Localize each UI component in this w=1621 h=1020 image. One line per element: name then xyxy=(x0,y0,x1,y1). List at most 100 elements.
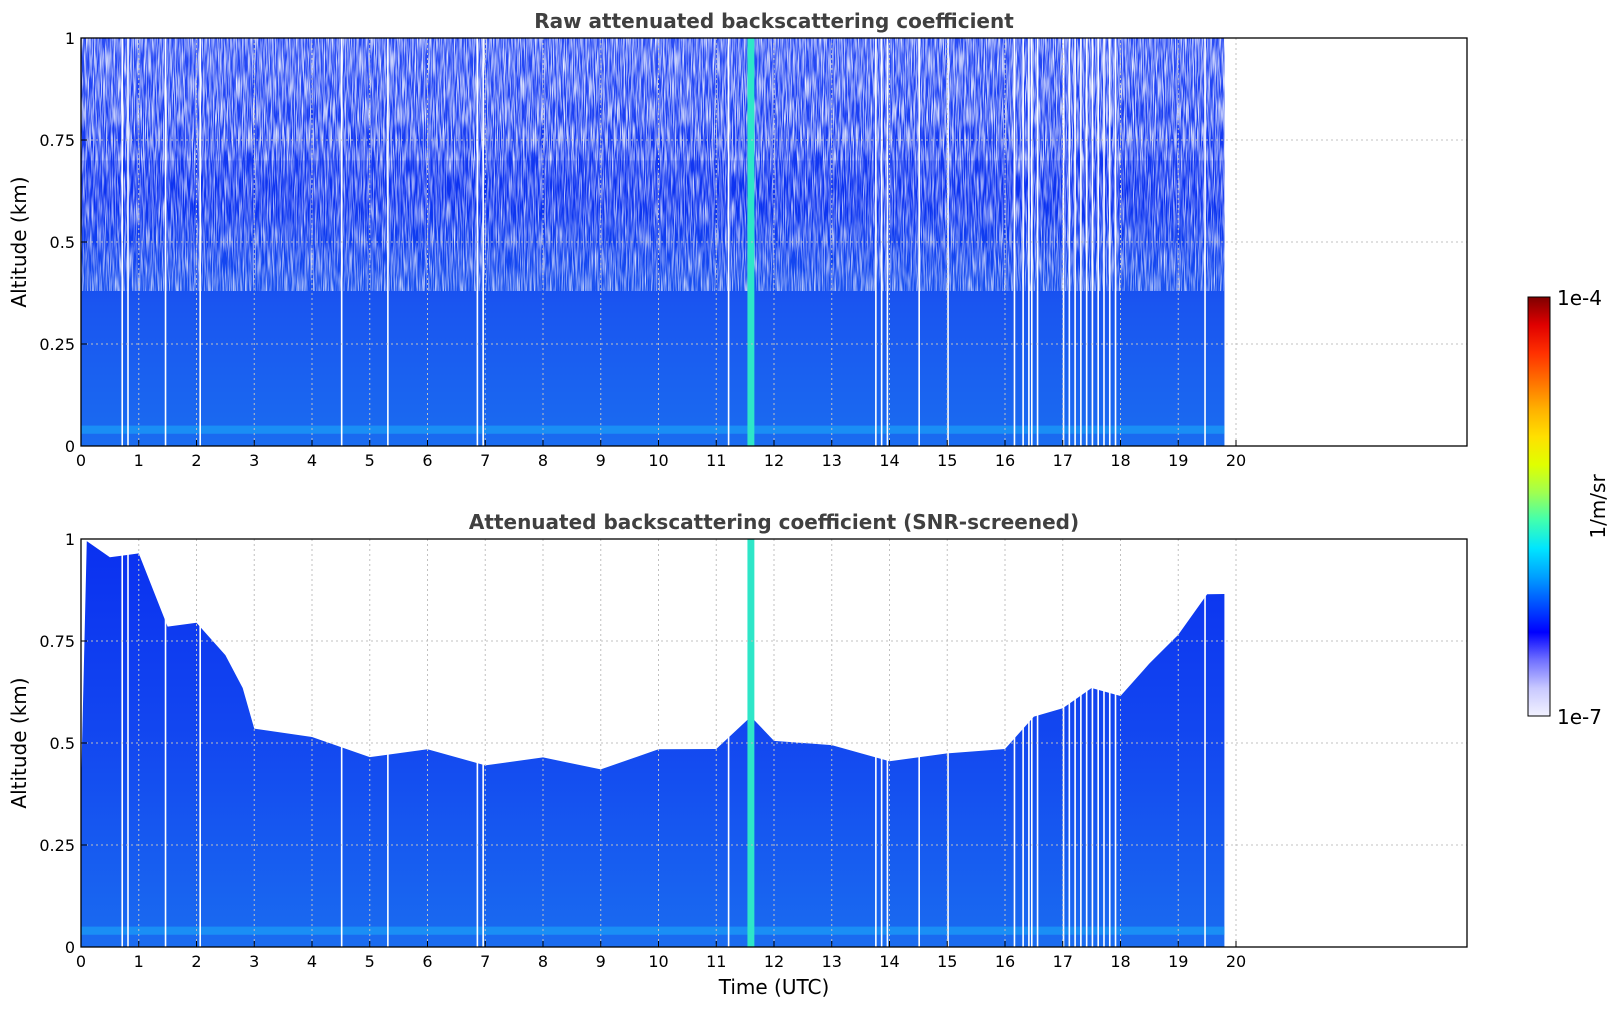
x-tick-label: 1 xyxy=(134,451,144,470)
screened-axes-frame xyxy=(80,538,1468,948)
data-gap-line xyxy=(1062,38,1065,446)
raw-backscatter-panel: Raw attenuated backscattering coefficien… xyxy=(7,9,1468,470)
data-gap-line xyxy=(1204,38,1206,446)
data-gap-line xyxy=(164,539,167,947)
x-tick-label: 13 xyxy=(822,952,842,971)
x-tick-label: 6 xyxy=(422,451,432,470)
data-gap-line xyxy=(199,38,201,446)
data-gap-line xyxy=(1204,539,1206,947)
x-tick-label: 1 xyxy=(134,952,144,971)
x-tick-label: 20 xyxy=(1226,952,1246,971)
data-gap-line xyxy=(164,38,167,446)
data-gap-line xyxy=(727,38,730,446)
data-gap-line xyxy=(918,38,920,446)
data-gap-line xyxy=(1074,539,1076,947)
data-gap-line xyxy=(1103,38,1105,446)
y-tick-label: 1 xyxy=(65,530,75,549)
x-tick-label: 2 xyxy=(191,952,201,971)
x-tick-label: 11 xyxy=(706,952,726,971)
y-tick-label: 0.75 xyxy=(39,632,75,651)
data-gap-line xyxy=(1114,38,1117,446)
data-gap-line xyxy=(1108,539,1111,947)
y-tick-label: 0.25 xyxy=(39,335,75,354)
x-tick-label: 7 xyxy=(480,952,490,971)
x-tick-label: 14 xyxy=(879,952,899,971)
raw-y-axis-label: Altitude (km) xyxy=(7,176,31,307)
data-gap-line xyxy=(1103,539,1105,947)
x-tick-label: 4 xyxy=(307,952,317,971)
x-tick-label: 15 xyxy=(937,952,957,971)
colorbar-unit-label: 1/m/sr xyxy=(1586,474,1610,539)
colorbar-max-label: 1e-4 xyxy=(1557,286,1602,310)
x-tick-label: 20 xyxy=(1226,451,1246,470)
surface-layer xyxy=(81,425,1225,434)
data-gap-line xyxy=(947,38,949,446)
x-tick-label: 10 xyxy=(648,451,668,470)
x-tick-label: 0 xyxy=(76,952,86,971)
raw-axes-frame xyxy=(80,37,1468,447)
x-tick-label: 15 xyxy=(937,451,957,470)
x-tick-label: 17 xyxy=(1053,952,1073,971)
colorbar: 1e-4 1e-7 1/m/sr xyxy=(1527,286,1610,729)
data-gap-line xyxy=(199,539,201,947)
bright-layer-streak xyxy=(747,539,755,947)
x-tick-label: 16 xyxy=(995,952,1015,971)
x-tick-label: 8 xyxy=(538,952,548,971)
surface-layer xyxy=(81,926,1225,935)
x-tick-label: 11 xyxy=(706,451,726,470)
data-gap-line xyxy=(1022,38,1024,446)
x-tick-label: 12 xyxy=(764,451,784,470)
data-gap-line xyxy=(875,38,877,446)
y-tick-label: 1 xyxy=(65,29,75,48)
x-tick-label: 4 xyxy=(307,451,317,470)
data-gap-line xyxy=(482,38,484,446)
raw-panel-title: Raw attenuated backscattering coefficien… xyxy=(534,9,1014,33)
data-gap-line xyxy=(947,539,949,947)
data-gap-line xyxy=(1080,38,1082,446)
x-tick-label: 9 xyxy=(596,451,606,470)
data-gap-line xyxy=(875,539,877,947)
data-gap-line xyxy=(1068,38,1071,446)
colorbar-min-label: 1e-7 xyxy=(1557,705,1602,729)
data-gap-line xyxy=(1097,38,1099,446)
raw-y-ticks: 0 0.25 0.5 0.75 1 xyxy=(39,29,87,456)
data-gap-line xyxy=(1108,38,1111,446)
y-tick-label: 0.5 xyxy=(50,734,75,753)
data-gap-line xyxy=(1022,539,1024,947)
data-gap-line xyxy=(918,539,920,947)
x-tick-label: 10 xyxy=(648,952,668,971)
x-tick-label: 6 xyxy=(422,952,432,971)
screened-x-ticks: 0 1 2 3 4 5 6 7 8 9 10 11 12 13 14 15 16 17 18 19 20 xyxy=(76,941,1246,971)
x-tick-label: 14 xyxy=(879,451,899,470)
x-tick-label: 0 xyxy=(76,451,86,470)
x-tick-label: 5 xyxy=(365,952,375,971)
data-gap-line xyxy=(1080,539,1082,947)
screened-y-ticks: 0 0.25 0.5 0.75 1 xyxy=(39,530,87,957)
y-tick-label: 0.5 xyxy=(50,233,75,252)
heatmap-field xyxy=(81,38,1225,446)
data-gap-line xyxy=(1097,539,1099,947)
x-tick-label: 7 xyxy=(480,451,490,470)
data-gap-line xyxy=(1114,539,1117,947)
y-tick-label: 0.25 xyxy=(39,836,75,855)
screened-panel-title: Attenuated backscattering coefficient (S… xyxy=(469,510,1079,534)
data-gap-line xyxy=(1028,539,1030,947)
raw-x-ticks: 0 1 2 3 4 5 6 7 8 9 10 11 12 13 14 15 16 17 18 19 20 xyxy=(76,440,1246,470)
x-tick-label: 5 xyxy=(365,451,375,470)
raw-heatmap xyxy=(81,38,1225,446)
data-gap-line xyxy=(1028,38,1030,446)
x-tick-label: 18 xyxy=(1110,451,1130,470)
data-gap-line xyxy=(1013,38,1016,446)
y-tick-label: 0 xyxy=(65,938,75,957)
screened-y-axis-label: Altitude (km) xyxy=(7,677,31,808)
x-tick-label: 12 xyxy=(764,952,784,971)
data-gap-line xyxy=(1068,539,1071,947)
x-tick-label: 19 xyxy=(1168,952,1188,971)
colorbar-scale xyxy=(1527,296,1551,717)
data-gap-line xyxy=(1062,539,1065,947)
x-tick-label: 13 xyxy=(822,451,842,470)
y-tick-label: 0 xyxy=(65,437,75,456)
x-tick-label: 3 xyxy=(249,952,259,971)
y-tick-label: 0.75 xyxy=(39,131,75,150)
